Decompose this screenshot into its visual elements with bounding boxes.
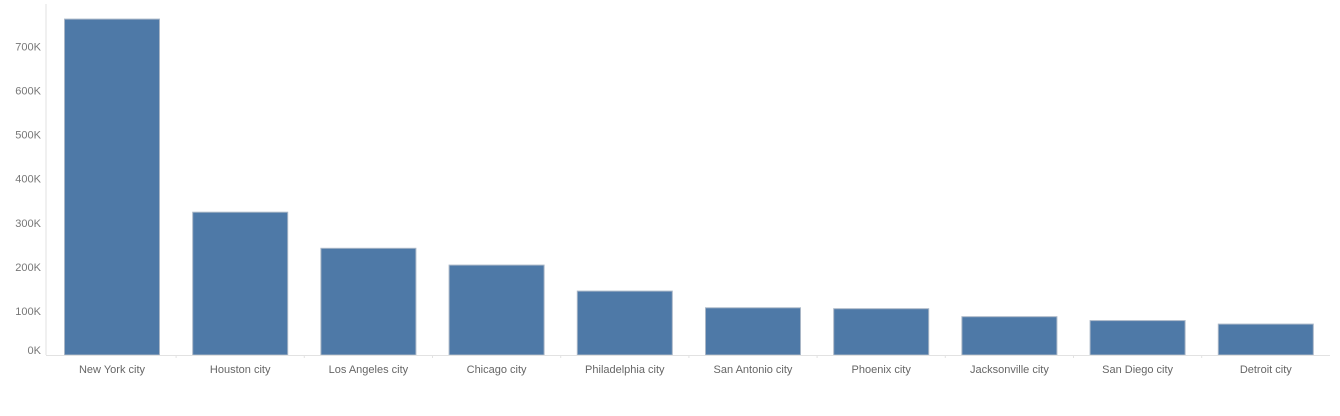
x-category-label: Houston city (210, 364, 271, 376)
bar[interactable] (1217, 323, 1314, 356)
x-category-label: San Antonio city (714, 364, 793, 376)
y-tick-label: 400K (15, 174, 41, 186)
bar[interactable] (1089, 320, 1186, 356)
x-category-label: Jacksonville city (970, 364, 1049, 376)
x-category-label: San Diego city (1102, 364, 1173, 376)
y-tick-label: 300K (15, 218, 41, 230)
bar[interactable] (576, 290, 673, 356)
x-category-label: New York city (79, 364, 146, 376)
y-axis: 0K 100K 200K 300K 400K 500K 600K 700K (15, 4, 47, 357)
x-category-label: Los Angeles city (329, 364, 409, 376)
bar[interactable] (961, 316, 1058, 356)
y-tick-label: 500K (15, 130, 41, 142)
y-tick-label: 700K (15, 41, 41, 53)
x-category-label: Phoenix city (852, 364, 912, 376)
y-tick-label: 100K (15, 306, 41, 318)
x-axis: New York city Houston city Los Angeles cit… (46, 355, 1330, 376)
bar[interactable] (448, 264, 545, 356)
x-category-label: Philadelphia city (585, 364, 665, 376)
y-tick-label: 600K (15, 86, 41, 98)
bars (64, 18, 1314, 356)
bar[interactable] (64, 18, 160, 356)
y-tick-label: 200K (15, 262, 41, 274)
y-tick-label: 0K (28, 345, 42, 357)
x-category-label: Detroit city (1240, 364, 1292, 376)
bar[interactable] (833, 308, 930, 356)
x-category-label: Chicago city (467, 364, 527, 376)
bar[interactable] (192, 211, 289, 356)
bar[interactable] (320, 247, 417, 356)
bar[interactable] (705, 307, 801, 356)
